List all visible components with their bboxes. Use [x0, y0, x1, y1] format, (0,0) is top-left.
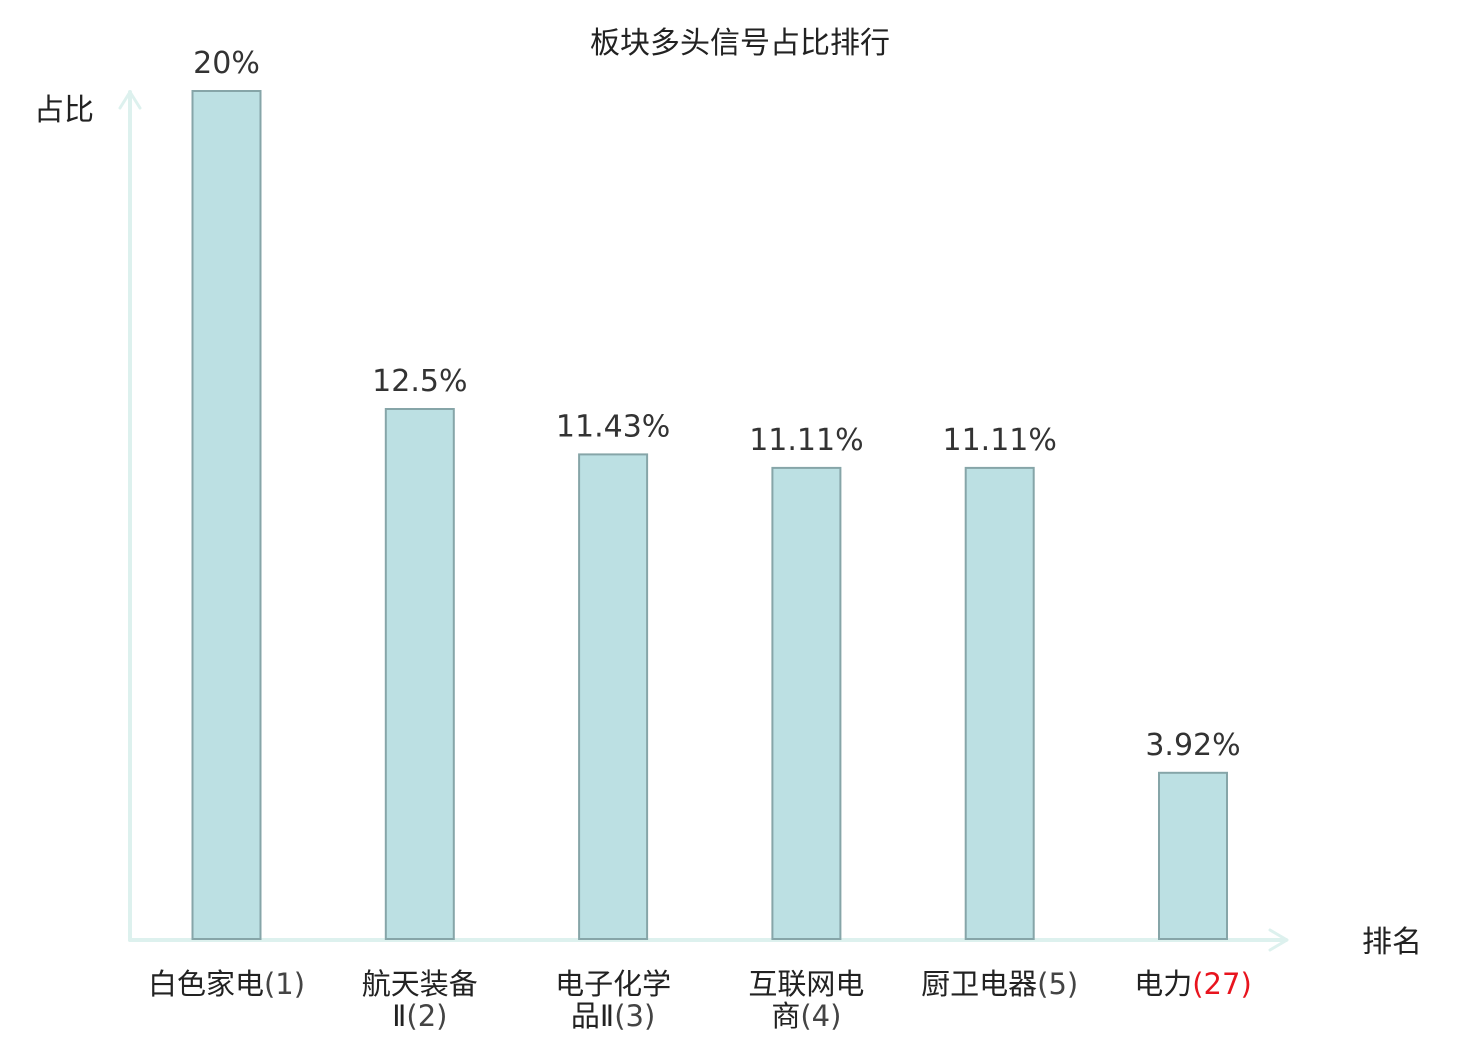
category-rank: (2)	[406, 999, 447, 1033]
category-label-5: 电力(27)	[1134, 967, 1252, 1001]
value-label-2: 11.43%	[556, 409, 670, 444]
category-rank: (5)	[1037, 967, 1078, 1001]
bar-0	[191, 90, 262, 940]
category-rank: (3)	[614, 999, 655, 1033]
bar-5	[1158, 771, 1228, 940]
category-label-0: 白色家电(1)	[148, 967, 305, 1001]
value-label-3: 11.11%	[749, 423, 863, 458]
category-label-2: 电子化学品Ⅱ(3)	[555, 967, 671, 1033]
y-axis-arrowhead	[118, 90, 142, 110]
bar-4	[964, 466, 1035, 940]
bars-group	[191, 90, 1228, 940]
value-label-0: 20%	[193, 46, 260, 81]
value-label-5: 3.92%	[1145, 728, 1240, 763]
category-label-line: 厨卫电器(5)	[921, 967, 1078, 1001]
value-label-1: 12.5%	[372, 364, 467, 399]
category-rank: (1)	[264, 967, 305, 1001]
category-label-line: 白色家电(1)	[148, 967, 305, 1001]
category-label-4: 厨卫电器(5)	[921, 967, 1078, 1001]
category-label-1: 航天装备 Ⅱ(2)	[362, 967, 478, 1033]
x-axis-arrowhead	[1268, 928, 1289, 952]
x-axis-label: 排名	[1362, 925, 1422, 960]
y-axis-label: 占比	[34, 93, 94, 128]
value-labels-group: 20% 12.5% 11.43% 11.11% 11.11% 3.92%	[193, 46, 1241, 763]
category-label-line: 航天装备	[362, 967, 478, 1001]
value-label-4: 11.11%	[943, 423, 1057, 458]
category-label-line: 电子化学	[555, 967, 671, 1001]
category-labels-group: 白色家电(1) 航天装备 Ⅱ(2) 电子化学品Ⅱ(3) 互联网电商(4) 厨卫电器(5) 电…	[148, 967, 1252, 1033]
y-axis: 占比	[34, 90, 142, 942]
category-label-line: 商(4)	[771, 999, 841, 1033]
category-label-3: 互联网电商(4)	[748, 967, 864, 1033]
bar-3	[771, 466, 842, 940]
category-label-line: Ⅱ(2)	[392, 999, 447, 1033]
bar-1	[384, 408, 455, 940]
category-rank: (27)	[1192, 967, 1252, 1001]
chart-title: 板块多头信号占比排行	[590, 26, 890, 61]
bar-2	[578, 453, 649, 940]
category-label-line: 互联网电	[748, 967, 864, 1001]
category-rank: (4)	[800, 999, 841, 1033]
category-label-line: 电力(27)	[1134, 967, 1252, 1001]
x-axis: 排名	[128, 925, 1422, 960]
category-label-line: 品Ⅱ(3)	[571, 999, 655, 1033]
